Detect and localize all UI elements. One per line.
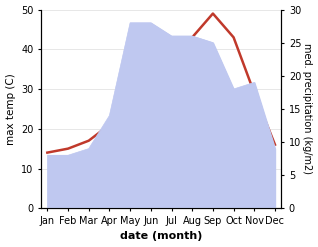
Y-axis label: med. precipitation (kg/m2): med. precipitation (kg/m2) bbox=[302, 43, 313, 174]
X-axis label: date (month): date (month) bbox=[120, 231, 202, 242]
Y-axis label: max temp (C): max temp (C) bbox=[5, 73, 16, 145]
